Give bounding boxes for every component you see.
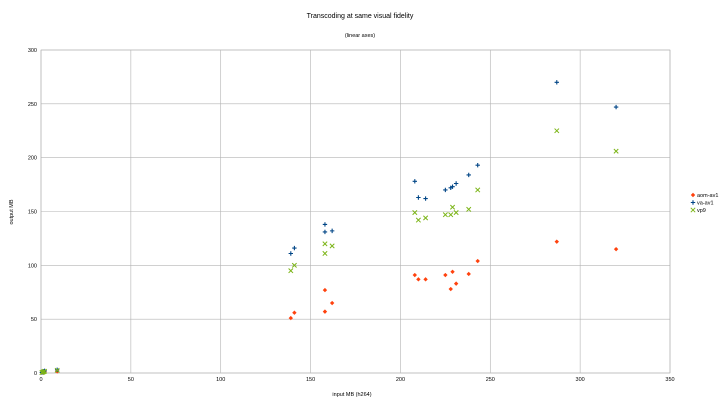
data-point [423, 277, 428, 282]
data-points [39, 80, 619, 376]
data-point [412, 179, 418, 184]
data-point [613, 148, 619, 154]
data-point [54, 367, 60, 373]
legend-marker [690, 207, 696, 213]
data-point [292, 245, 297, 251]
data-point [453, 210, 459, 216]
data-point [453, 281, 459, 286]
data-point [423, 215, 429, 221]
data-point [415, 217, 421, 223]
series-vp9 [39, 128, 619, 376]
y-axis-label: output MB [9, 199, 15, 224]
data-point [475, 163, 480, 168]
y-tick-label: 0 [34, 371, 37, 377]
legend-item-aom-av1: aom-av1 [690, 192, 718, 199]
data-point [416, 195, 421, 200]
data-point [292, 310, 297, 315]
data-point [322, 222, 328, 227]
data-point [554, 239, 559, 244]
data-point [475, 187, 481, 193]
data-point [443, 187, 448, 193]
legend-item-va-av1: va-av1 [690, 200, 714, 207]
data-point [288, 268, 294, 274]
x-tick-label: 300 [576, 377, 585, 383]
data-point [329, 243, 335, 249]
chart-title: Transcoding at same visual fidelity [307, 13, 414, 20]
y-tick-labels: 0 50 100 150 200 250 300 [28, 48, 37, 377]
data-point [322, 309, 328, 314]
data-point [423, 196, 428, 201]
data-point [329, 228, 335, 234]
data-point [448, 212, 454, 218]
data-point [466, 271, 471, 277]
x-tick-label: 350 [665, 377, 674, 383]
data-point [412, 210, 418, 216]
chart-subtitle: (linear axes) [345, 33, 375, 39]
y-tick-label: 300 [28, 48, 37, 54]
data-point [466, 172, 471, 178]
data-point [42, 368, 48, 374]
data-point [416, 277, 421, 282]
y-tick-label: 200 [28, 156, 37, 162]
data-point [288, 251, 294, 256]
x-tick-label: 200 [396, 377, 405, 383]
y-tick-label: 100 [28, 263, 37, 269]
data-point [322, 241, 328, 247]
grid-layer [40, 49, 671, 374]
x-axis-label: input MB (h264) [332, 392, 371, 398]
data-point [450, 269, 455, 274]
x-tick-label: 100 [216, 377, 225, 383]
data-point [450, 184, 455, 189]
data-point [288, 315, 294, 321]
series-aom-av1 [39, 239, 619, 375]
data-point [613, 104, 619, 110]
x-tick-label: 150 [306, 377, 315, 383]
data-point [291, 262, 297, 268]
data-point [322, 229, 328, 235]
y-tick-label: 150 [28, 210, 37, 216]
data-point [449, 204, 456, 210]
x-tick-label: 0 [39, 377, 42, 383]
series-va-av1 [39, 80, 619, 375]
plot-frame [40, 49, 671, 374]
data-point [322, 250, 328, 257]
data-point [554, 80, 559, 85]
x-tick-label: 250 [486, 377, 495, 383]
legend-label: aom-av1 [697, 193, 718, 199]
data-point [554, 128, 560, 134]
data-point [322, 287, 328, 293]
data-point [329, 300, 335, 306]
data-point [613, 246, 619, 252]
data-point [475, 258, 480, 264]
x-tick-labels: 0 50 100 150 200 250 300 350 [39, 377, 674, 383]
data-point [442, 212, 448, 218]
legend-label: vp9 [697, 208, 706, 214]
legend-item-vp9: vp9 [690, 207, 706, 214]
y-tick-label: 250 [28, 102, 37, 108]
data-point [453, 181, 459, 186]
data-point [412, 272, 418, 278]
data-point [466, 206, 472, 212]
legend-marker [690, 200, 696, 205]
legend-label: va-av1 [697, 201, 714, 207]
y-tick-label: 50 [31, 317, 37, 323]
data-point [443, 272, 448, 278]
legend-marker [690, 192, 696, 198]
x-tick-label: 50 [128, 377, 134, 383]
data-point [448, 286, 453, 292]
